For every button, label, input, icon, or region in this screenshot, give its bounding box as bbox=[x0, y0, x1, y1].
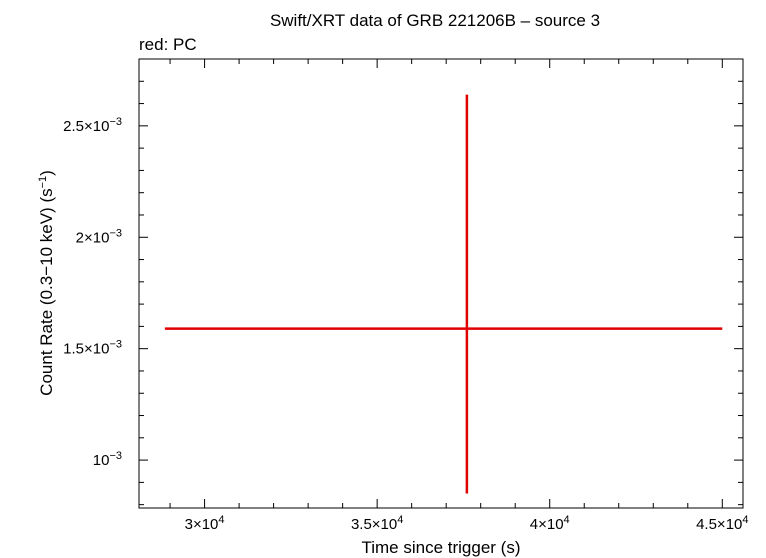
y-tick-label: 1.5×10−3 bbox=[63, 339, 122, 358]
chart-title: Swift/XRT data of GRB 221206B – source 3 bbox=[270, 11, 600, 30]
y-tick-label: 2×10−3 bbox=[76, 227, 122, 246]
chart-subtitle: red: PC bbox=[139, 35, 197, 54]
x-tick-label: 3×104 bbox=[185, 514, 225, 533]
x-tick-label: 4×104 bbox=[530, 514, 570, 533]
y-tick-label: 10−3 bbox=[93, 450, 122, 469]
x-tick-label: 3.5×104 bbox=[351, 514, 403, 533]
axes: 3×104 3.5×104 4×104 4.5×104 10−3 1.5×10−3 2×10… bbox=[63, 58, 749, 533]
data-series bbox=[164, 94, 723, 494]
x-axis-label: Time since trigger (s) bbox=[361, 538, 520, 557]
y-tick-label: 2.5×10−3 bbox=[63, 116, 122, 135]
y-axis-label: Count Rate (0.3−10 keV) (s−1) bbox=[37, 170, 56, 396]
x-tick-label: 4.5×104 bbox=[696, 514, 748, 533]
plot-frame bbox=[138, 58, 744, 509]
